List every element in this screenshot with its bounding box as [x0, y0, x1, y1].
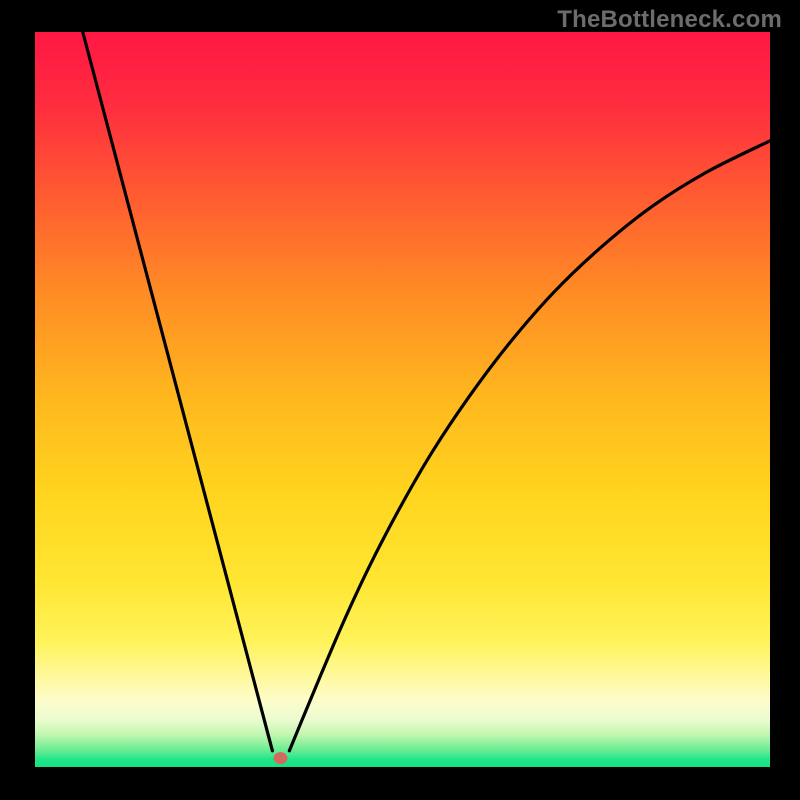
- figure-root: TheBottleneck.com: [0, 0, 800, 800]
- right-branch-line: [289, 141, 770, 751]
- left-branch-line: [83, 32, 273, 751]
- curve-layer: [35, 32, 770, 767]
- plot-area: [35, 32, 770, 767]
- optimum-marker: [273, 752, 287, 764]
- watermark-text: TheBottleneck.com: [557, 6, 782, 34]
